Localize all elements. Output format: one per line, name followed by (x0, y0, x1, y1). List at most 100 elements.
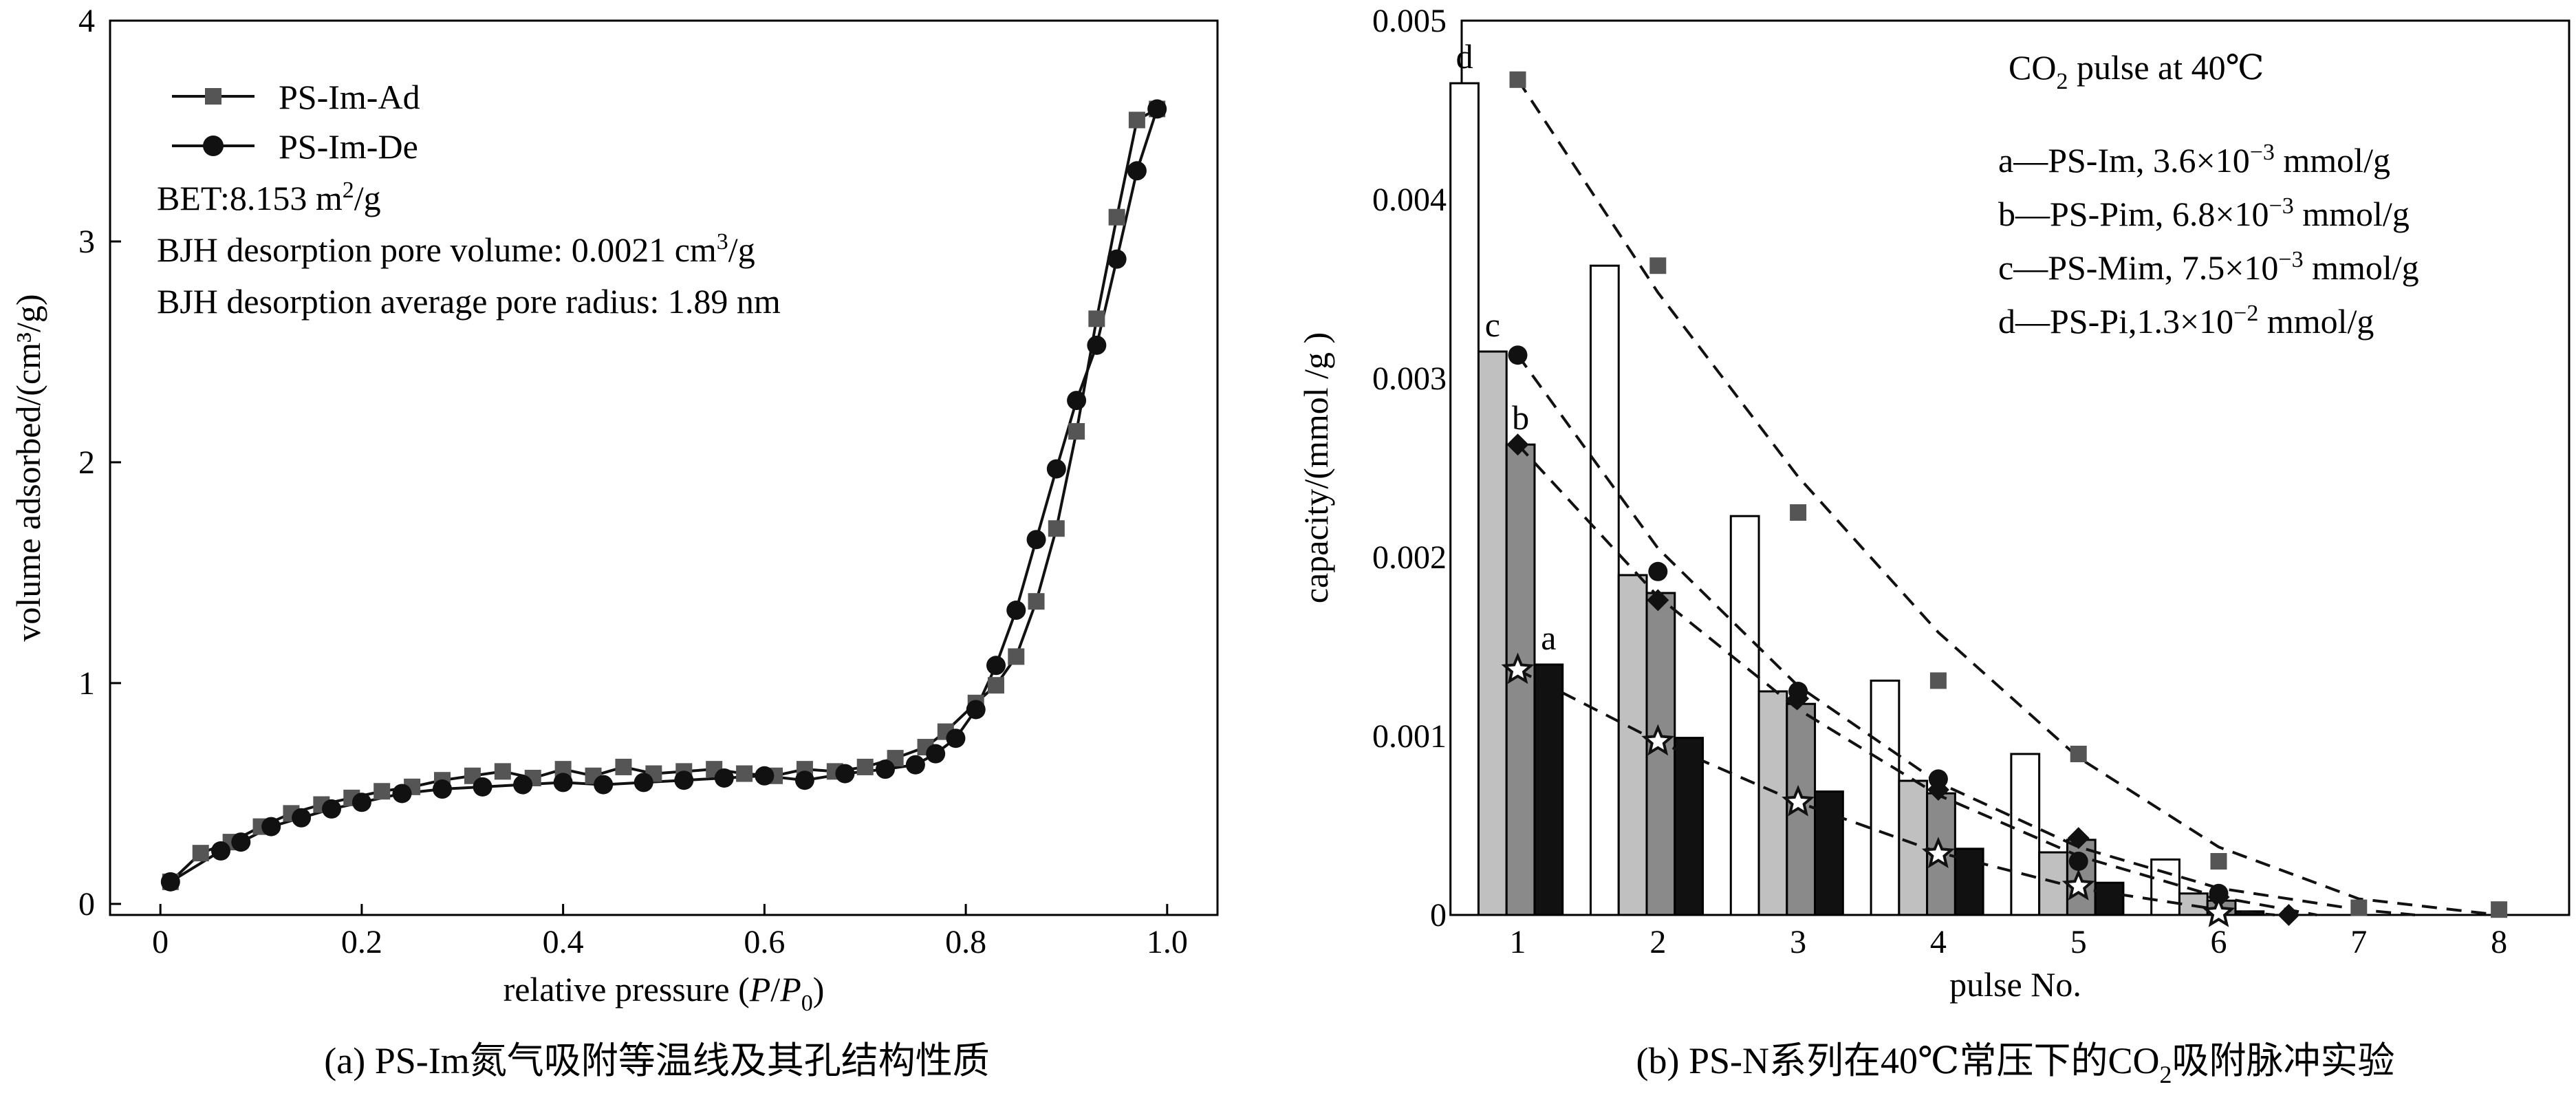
data-point-de (261, 817, 281, 837)
panel-b-ytick-label: 0 (1430, 897, 1447, 934)
marker-d (2210, 853, 2227, 870)
bar-a-pulse-2 (1674, 737, 1704, 916)
panel-a-xtick-label: 0.4 (543, 924, 584, 960)
marker-d (1509, 71, 1526, 88)
panel-b-ytick-label: 0.001 (1372, 718, 1447, 755)
marker-b (1506, 433, 1529, 456)
legend-label-de: PS-Im-De (279, 127, 418, 166)
panel-b-ytick-label: 0.004 (1372, 182, 1447, 218)
panel-a-xtick-label: 0.2 (341, 924, 382, 960)
panel-b-ytick-label: 0.003 (1372, 360, 1447, 397)
panel-a-xlabel: relative pressure (P/P0) (504, 970, 825, 1016)
data-point-de (946, 729, 966, 748)
data-point-ad (1108, 208, 1125, 226)
bar-c-pulse-6 (2178, 892, 2209, 916)
bar-d-pulse-2 (1589, 264, 1620, 916)
data-point-de (1127, 161, 1147, 181)
panel-b-xtick-label: 4 (1930, 924, 1947, 960)
panel-a-caption: (a) PS-Im氮气吸附等温线及其孔结构性质 (324, 1040, 989, 1081)
marker-a (2202, 896, 2236, 927)
data-point-de (1147, 99, 1167, 119)
panel-a-xtick-label: 0 (152, 924, 169, 960)
panel-b-ylabel: capacity/(mmol /g ) (1297, 332, 1335, 603)
bar-c-pulse-1 (1477, 350, 1508, 916)
panel-a-xtick-label: 0.6 (744, 924, 785, 960)
data-point-ad (1068, 423, 1085, 440)
data-point-de (986, 656, 1006, 676)
series-line-PS-Im-Ad (169, 107, 1158, 883)
data-point-de (1067, 391, 1087, 411)
fit-curve-c (1516, 354, 2416, 916)
series-letter-d: d (1456, 37, 1473, 76)
marker-c (1508, 345, 1528, 365)
data-point-de (473, 777, 493, 797)
panel-a-ytick-label: 1 (78, 665, 95, 702)
panel-b-xtick-label: 5 (2070, 924, 2087, 960)
marker-a (1641, 724, 1675, 756)
marker-d (1649, 257, 1667, 274)
data-point-ad (856, 758, 874, 775)
legend-label-ad: PS-Im-Ad (279, 78, 420, 116)
data-point-de (513, 775, 533, 795)
bjh-pore-radius-annotation: BJH desorption average pore radius: 1.89… (157, 282, 781, 321)
marker-d (2070, 746, 2087, 762)
fit-curve-d (1516, 78, 2500, 916)
data-point-de (835, 764, 855, 784)
marker-c (1648, 561, 1668, 581)
data-point-de (1087, 335, 1107, 355)
panel-b-xtick-label: 2 (1649, 924, 1666, 960)
panel-b-xtick-label: 7 (2350, 924, 2367, 960)
data-point-de (231, 832, 251, 852)
legend-entry-a: a—PS-Im, 3.6×10−3 mmol/g (1998, 140, 2390, 180)
panel-b-legend: a—PS-Im, 3.6×10−3 mmol/g b—PS-Pim, 6.8×10… (1998, 140, 2419, 341)
bar-c-pulse-4 (1898, 779, 1929, 916)
data-point-de (553, 773, 573, 792)
legend-entry-d: d—PS-Pi,1.3×10−2 mmol/g (1998, 301, 2374, 341)
panel-a-legend: PS-Im-Ad PS-Im-De (172, 78, 420, 166)
data-point-de (905, 755, 925, 775)
marker-b (1787, 687, 1810, 710)
legend-entry-c: c—PS-Mim, 7.5×10−3 mmol/g (1998, 247, 2419, 287)
marker-c (2068, 852, 2088, 871)
data-point-de (392, 784, 412, 804)
data-point-ad (1008, 648, 1025, 665)
panel-b-xtick-label: 8 (2491, 924, 2507, 960)
data-point-de (634, 773, 653, 792)
legend-square-marker (205, 88, 221, 105)
data-point-de (292, 808, 312, 828)
data-point-de (876, 759, 895, 779)
data-point-de (1107, 249, 1127, 269)
data-point-ad (988, 677, 1004, 694)
legend-circle-marker (203, 136, 224, 156)
bar-b-pulse-2 (1645, 592, 1676, 916)
bar-a-pulse-5 (2094, 881, 2125, 916)
data-point-de (1006, 601, 1026, 621)
panel-a-ytick-label: 2 (78, 444, 95, 481)
panel-a-plot-frame (109, 19, 1219, 916)
data-point-de (594, 775, 614, 795)
data-point-de (1026, 530, 1046, 550)
data-point-de (351, 792, 371, 812)
panel-b-ytick-label: 0.005 (1372, 3, 1447, 39)
data-point-de (322, 799, 341, 819)
marker-d (1929, 672, 1947, 689)
data-point-ad (1128, 111, 1145, 129)
panel-a-xtick-label: 0.8 (945, 924, 986, 960)
data-point-ad (1048, 520, 1065, 537)
data-point-ad (1028, 593, 1045, 610)
marker-a (1921, 837, 1955, 868)
bar-d-pulse-5 (2010, 753, 2041, 916)
series-letter-b: b (1512, 398, 1529, 437)
panel-a-xtick-label: 1.0 (1147, 924, 1188, 960)
data-point-de (1046, 459, 1066, 479)
data-point-de (433, 779, 452, 799)
data-point-ad (192, 845, 209, 862)
bar-a-pulse-4 (1953, 848, 1984, 916)
data-point-de (211, 841, 230, 861)
data-point-ad (615, 758, 632, 775)
marker-a (1501, 652, 1535, 684)
panel-b-xtick-label: 6 (2211, 924, 2227, 960)
panel-b-xtick-label: 3 (1790, 924, 1806, 960)
series-letter-c: c (1485, 305, 1500, 344)
